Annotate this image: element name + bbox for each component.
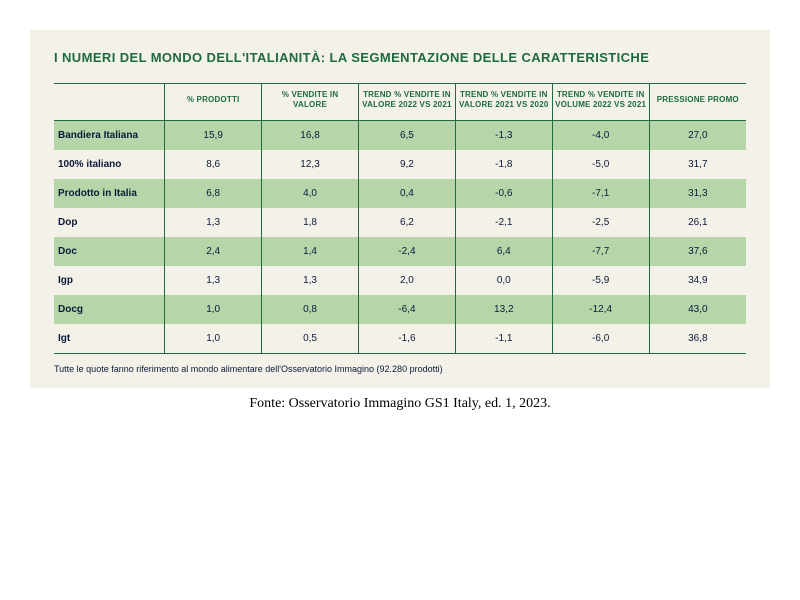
cell: 6,5: [358, 121, 455, 151]
cell: 1,3: [262, 266, 359, 295]
cell: 34,9: [649, 266, 746, 295]
cell: 2,0: [358, 266, 455, 295]
row-label: Doc: [54, 237, 165, 266]
cell: -0,6: [455, 179, 552, 208]
cell: 1,8: [262, 208, 359, 237]
cell: -2,1: [455, 208, 552, 237]
cell: 1,3: [165, 208, 262, 237]
cell: 9,2: [358, 150, 455, 179]
cell: 27,0: [649, 121, 746, 151]
table-row: Bandiera Italiana 15,9 16,8 6,5 -1,3 -4,…: [54, 121, 746, 151]
table-body: Bandiera Italiana 15,9 16,8 6,5 -1,3 -4,…: [54, 121, 746, 354]
cell: 1,0: [165, 324, 262, 354]
cell: 31,3: [649, 179, 746, 208]
cell: 8,6: [165, 150, 262, 179]
col-header-blank: [54, 84, 165, 121]
cell: -2,5: [552, 208, 649, 237]
row-label: Dop: [54, 208, 165, 237]
cell: 26,1: [649, 208, 746, 237]
cell: 0,0: [455, 266, 552, 295]
row-label: Bandiera Italiana: [54, 121, 165, 151]
cell: 1,0: [165, 295, 262, 324]
cell: -1,6: [358, 324, 455, 354]
cell: 37,6: [649, 237, 746, 266]
col-header: % PRODOTTI: [165, 84, 262, 121]
col-header: % VENDITE IN VALORE: [262, 84, 359, 121]
cell: -5,9: [552, 266, 649, 295]
segmentation-table: % PRODOTTI % VENDITE IN VALORE TREND % V…: [54, 83, 746, 354]
cell: -4,0: [552, 121, 649, 151]
cell: 16,8: [262, 121, 359, 151]
page-root: I NUMERI DEL MONDO DELL'ITALIANITÀ: LA S…: [0, 0, 800, 600]
row-label: Igp: [54, 266, 165, 295]
cell: 6,4: [455, 237, 552, 266]
row-label: 100% italiano: [54, 150, 165, 179]
source-line: Fonte: Osservatorio Immagino GS1 Italy, …: [249, 396, 550, 412]
cell: 6,2: [358, 208, 455, 237]
footnote-text: Tutte le quote fanno riferimento al mond…: [54, 364, 746, 374]
cell: -1,1: [455, 324, 552, 354]
cell: 31,7: [649, 150, 746, 179]
cell: 36,8: [649, 324, 746, 354]
table-row: Dop 1,3 1,8 6,2 -2,1 -2,5 26,1: [54, 208, 746, 237]
panel-title: I NUMERI DEL MONDO DELL'ITALIANITÀ: LA S…: [54, 50, 746, 65]
table-row: Docg 1,0 0,8 -6,4 13,2 -12,4 43,0: [54, 295, 746, 324]
cell: 15,9: [165, 121, 262, 151]
table-row: Igt 1,0 0,5 -1,6 -1,1 -6,0 36,8: [54, 324, 746, 354]
cell: 13,2: [455, 295, 552, 324]
cell: -2,4: [358, 237, 455, 266]
cell: -12,4: [552, 295, 649, 324]
cell: 0,5: [262, 324, 359, 354]
cell: -6,0: [552, 324, 649, 354]
cell: -5,0: [552, 150, 649, 179]
cell: -7,7: [552, 237, 649, 266]
table-row: Prodotto in Italia 6,8 4,0 0,4 -0,6 -7,1…: [54, 179, 746, 208]
table-panel: I NUMERI DEL MONDO DELL'ITALIANITÀ: LA S…: [30, 30, 770, 388]
table-header-row: % PRODOTTI % VENDITE IN VALORE TREND % V…: [54, 84, 746, 121]
col-header: TREND % VENDITE IN VALORE 2022 VS 2021: [358, 84, 455, 121]
col-header: TREND % VENDITE IN VALORE 2021 VS 2020: [455, 84, 552, 121]
col-header: PRESSIONE PROMO: [649, 84, 746, 121]
col-header: TREND % VENDITE IN VOLUME 2022 VS 2021: [552, 84, 649, 121]
cell: -1,8: [455, 150, 552, 179]
cell: 6,8: [165, 179, 262, 208]
cell: 0,8: [262, 295, 359, 324]
table-row: Doc 2,4 1,4 -2,4 6,4 -7,7 37,6: [54, 237, 746, 266]
row-label: Igt: [54, 324, 165, 354]
cell: 4,0: [262, 179, 359, 208]
row-label: Docg: [54, 295, 165, 324]
table-row: 100% italiano 8,6 12,3 9,2 -1,8 -5,0 31,…: [54, 150, 746, 179]
cell: -6,4: [358, 295, 455, 324]
cell: 12,3: [262, 150, 359, 179]
cell: 2,4: [165, 237, 262, 266]
cell: 1,3: [165, 266, 262, 295]
cell: 43,0: [649, 295, 746, 324]
cell: -7,1: [552, 179, 649, 208]
cell: 0,4: [358, 179, 455, 208]
cell: 1,4: [262, 237, 359, 266]
cell: -1,3: [455, 121, 552, 151]
row-label: Prodotto in Italia: [54, 179, 165, 208]
table-row: Igp 1,3 1,3 2,0 0,0 -5,9 34,9: [54, 266, 746, 295]
